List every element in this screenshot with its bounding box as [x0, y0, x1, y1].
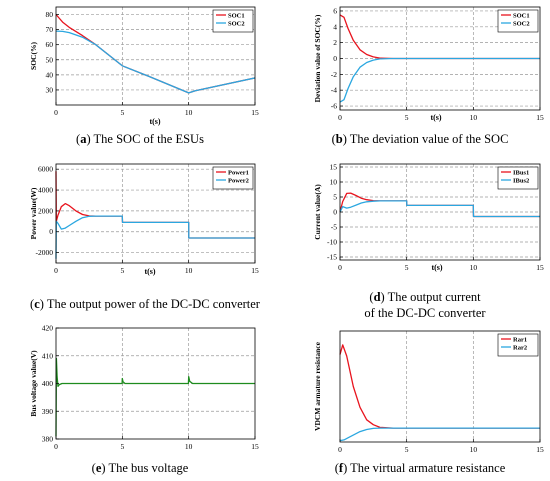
caption-c: (c) The output power of the DC-DC conver… [30, 297, 260, 311]
y-axis-label: Bus voltage value(V) [29, 350, 38, 417]
x-tick-label: 5 [405, 263, 409, 272]
x-tick-label: 5 [120, 266, 124, 275]
y-tick-label: -15 [327, 253, 337, 262]
y-tick-label: 6 [333, 6, 337, 15]
series-line-rar2 [339, 427, 540, 442]
caption-d: (d) The output current of the DC-DC conve… [364, 290, 486, 320]
x-axis-label: t(s) [431, 263, 442, 272]
series-line-power2 [55, 215, 255, 259]
y-axis-label: VDCM armature resistance [313, 341, 322, 431]
caption-e: (e) The bus voltage [91, 461, 189, 475]
x-axis-label: t(s) [430, 113, 441, 122]
x-tick-label: 10 [185, 266, 193, 275]
plot-frame [55, 163, 256, 264]
x-tick-label: 15 [536, 445, 544, 454]
x-tick-label: 15 [536, 263, 544, 272]
x-tick-label: 0 [338, 113, 342, 122]
y-tick-label: 4 [333, 22, 337, 31]
y-tick-label: -2000 [36, 248, 54, 257]
x-tick-label: 5 [405, 445, 409, 454]
chart-e: 0 5 10 15 380 390 400 410 420 Bus voltage value(V… [29, 324, 259, 452]
chart-d: 0 5 10 15 -15 -10 -5 0 5 10 15 t(s) Current value(A)… [313, 163, 544, 273]
x-axis-label: t(s) [149, 117, 160, 126]
x-axis-label: t(s) [144, 267, 155, 276]
x-tick-label: 15 [251, 108, 259, 117]
y-tick-label: 80 [46, 10, 54, 19]
x-tick-label: 10 [470, 263, 478, 272]
x-tick-label: 15 [251, 442, 259, 451]
y-tick-label: 0 [333, 54, 337, 63]
y-axis-label: Current value(A) [313, 184, 322, 240]
caption-a: (a) The SOC of the ESUs [76, 132, 204, 146]
y-tick-label: -6 [331, 102, 337, 111]
legend-label: SOC2 [228, 21, 245, 28]
x-tick-label: 0 [338, 263, 342, 272]
caption-b: (b) The deviation value of the SOC [331, 132, 509, 146]
y-tick-label: 420 [42, 324, 54, 333]
y-axis-label: Power value(W) [29, 187, 38, 239]
x-tick-label: 0 [338, 445, 342, 454]
x-tick-label: 0 [54, 442, 58, 451]
y-tick-label: 40 [46, 70, 54, 79]
legend-label: SOC1 [513, 13, 530, 20]
y-axis-label: Deviation value of SOC(%) [313, 14, 322, 102]
y-tick-label: 4000 [38, 186, 53, 195]
x-tick-label: 10 [470, 445, 478, 454]
y-tick-label: -4 [331, 86, 337, 95]
legend-label: SOC1 [228, 13, 245, 20]
y-tick-label: 6000 [38, 165, 53, 174]
x-tick-label: 10 [185, 108, 193, 117]
y-axis-label: SOC(%) [29, 42, 38, 70]
plot-frame [339, 330, 541, 443]
x-tick-label: 15 [536, 113, 544, 122]
x-tick-label: 0 [54, 266, 58, 275]
series-line-voltage [55, 357, 255, 437]
y-tick-label: 400 [42, 379, 54, 388]
legend-label: Power2 [228, 178, 249, 185]
y-tick-label: -5 [331, 223, 337, 232]
y-tick-label: 5 [333, 193, 337, 202]
y-tick-label: 2000 [38, 206, 53, 215]
y-tick-label: 380 [42, 435, 54, 444]
y-tick-label: 0 [49, 227, 53, 236]
legend-label: SOC2 [513, 21, 530, 28]
legend-label: Power1 [228, 170, 249, 177]
x-tick-label: 10 [470, 113, 478, 122]
y-tick-label: 2 [333, 38, 337, 47]
caption-f: (f) The virtual armature resistance [334, 461, 506, 475]
series-line-ibus2 [339, 200, 540, 218]
x-tick-label: 0 [54, 108, 58, 117]
series-line-soc2 [339, 57, 540, 103]
x-tick-label: 15 [251, 266, 259, 275]
y-tick-label: 50 [46, 55, 54, 64]
y-tick-label: 15 [330, 163, 338, 172]
y-tick-label: 10 [330, 178, 338, 187]
x-tick-label: 10 [185, 442, 193, 451]
y-tick-label: 30 [46, 85, 54, 94]
x-tick-label: 5 [120, 442, 124, 451]
legend-label: IBus2 [513, 178, 529, 185]
y-tick-label: 70 [46, 25, 54, 34]
y-tick-label: 0 [333, 208, 337, 217]
series-line-soc2 [55, 30, 256, 94]
legend-label: Rar2 [513, 345, 527, 352]
y-tick-label: 60 [46, 40, 54, 49]
x-tick-label: 5 [405, 113, 409, 122]
chart-b: 0 5 10 15 -6 -4 -2 0 2 4 6 t(s) Deviation value of S… [313, 6, 544, 122]
plot-frame [55, 6, 256, 106]
x-tick-label: 5 [120, 108, 124, 117]
legend-label: Rar1 [513, 337, 527, 344]
y-tick-label: 410 [42, 351, 54, 360]
y-tick-label: -10 [327, 238, 337, 247]
legend-label: IBus1 [513, 170, 529, 177]
y-tick-label: -2 [331, 70, 337, 79]
y-tick-label: 390 [42, 407, 54, 416]
